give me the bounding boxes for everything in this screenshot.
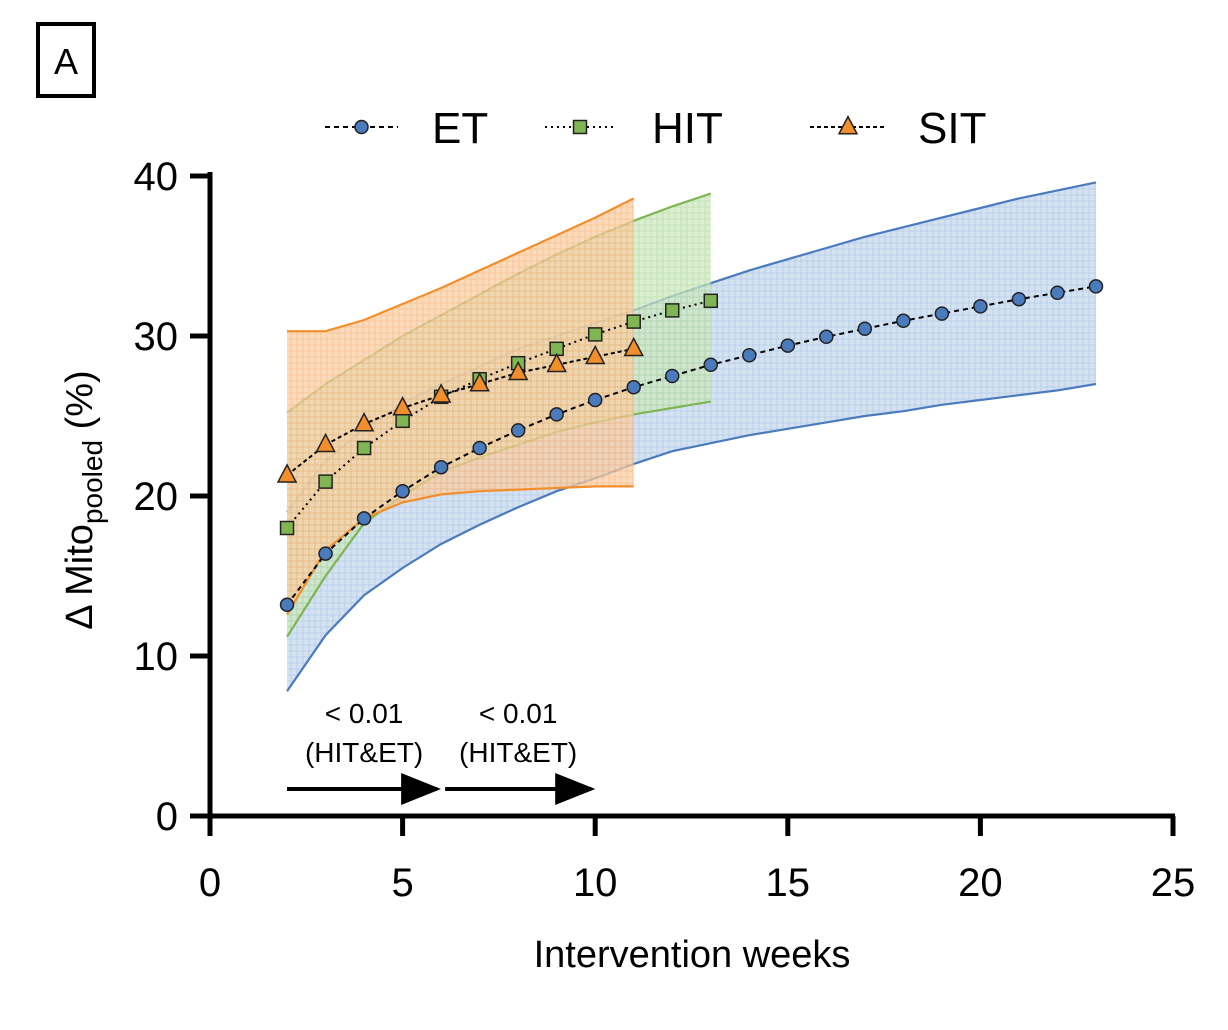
legend-sit-marker bbox=[837, 115, 859, 135]
et-data-point bbox=[587, 392, 603, 408]
legend-item-sit: SIT bbox=[810, 104, 986, 153]
significance-annotation: < 0.01 (HIT&ET) bbox=[287, 698, 442, 805]
sit-data-point bbox=[469, 372, 490, 392]
significance-annotation: < 0.01 (HIT&ET) bbox=[445, 698, 596, 805]
sit-data-point bbox=[392, 396, 413, 416]
x-tick-label: 0 bbox=[199, 861, 221, 905]
et-data-point bbox=[318, 546, 333, 561]
legend-sit-label: SIT bbox=[918, 104, 986, 153]
et-data-point bbox=[780, 338, 796, 353]
x-axis-title: Intervention weeks bbox=[534, 934, 851, 976]
sit-line bbox=[286, 347, 634, 476]
x-tick-label: 25 bbox=[1151, 861, 1196, 905]
x-tick-label: 20 bbox=[958, 861, 1003, 905]
sit-data-point bbox=[315, 432, 336, 453]
sit-data-point bbox=[430, 383, 452, 403]
et-data-point bbox=[356, 511, 372, 526]
et-data-point bbox=[1011, 291, 1027, 307]
sit-points bbox=[276, 336, 644, 483]
y-tick-label: 0 bbox=[156, 795, 178, 839]
legend-item-et: ET bbox=[325, 104, 488, 153]
et-data-point bbox=[703, 357, 719, 373]
et-data-point bbox=[472, 440, 487, 456]
x-tick-label: 15 bbox=[766, 861, 811, 905]
x-tick-label: 5 bbox=[391, 861, 413, 905]
sit-data-point bbox=[623, 336, 644, 357]
y-tick-label: 10 bbox=[134, 635, 179, 679]
et-data-point bbox=[664, 368, 680, 384]
et-points bbox=[279, 279, 1104, 613]
y-tick-label: 30 bbox=[134, 315, 179, 359]
legend-et-label: ET bbox=[432, 104, 488, 153]
et-band-lower-edge bbox=[286, 382, 1097, 692]
y-axis-title-main: Δ Mito bbox=[59, 524, 101, 630]
y-tick-label: 40 bbox=[134, 155, 179, 199]
et-data-point bbox=[279, 597, 295, 613]
sit-band-upper-edge bbox=[287, 197, 635, 333]
et-data-point bbox=[1088, 279, 1104, 294]
hit-data-point bbox=[703, 293, 719, 309]
et-data-point bbox=[742, 347, 757, 363]
legend-item-hit: HIT bbox=[545, 104, 723, 153]
legend: ET HIT SIT bbox=[325, 104, 986, 153]
x-ticks: 0 5 10 15 20 25 bbox=[199, 816, 1195, 905]
y-tick-label: 20 bbox=[134, 475, 179, 519]
et-data-point bbox=[896, 313, 911, 329]
sit-data-point bbox=[546, 352, 567, 373]
confidence-bands bbox=[286, 181, 1097, 692]
sit-data-point bbox=[353, 412, 375, 432]
y-ticks: 0 10 20 30 40 bbox=[134, 155, 210, 839]
hit-data-point bbox=[626, 314, 641, 329]
sit-band-lower-edge bbox=[286, 485, 634, 615]
annotation-pvalue: < 0.01 bbox=[325, 698, 404, 729]
legend-hit-label: HIT bbox=[652, 104, 723, 153]
et-data-point bbox=[549, 407, 564, 422]
y-axis-title: Δ Mitopooled (%) bbox=[59, 370, 108, 629]
et-data-point bbox=[857, 321, 873, 337]
hit-data-point bbox=[279, 520, 295, 536]
significance-annotations: < 0.01 (HIT&ET) < 0.01 (HIT&ET) bbox=[287, 698, 596, 805]
et-data-point bbox=[819, 329, 834, 345]
y-axis-title-subscript: pooled bbox=[77, 440, 108, 524]
et-data-point bbox=[433, 459, 449, 475]
et-confidence-band bbox=[287, 182, 1096, 692]
hit-data-point bbox=[356, 440, 372, 456]
et-data-point bbox=[510, 423, 526, 438]
annotation-pvalue: < 0.01 bbox=[479, 698, 558, 729]
panel-label-text: A bbox=[54, 41, 78, 82]
et-data-point bbox=[973, 299, 988, 314]
sit-data-point bbox=[276, 463, 298, 483]
et-data-point bbox=[626, 379, 641, 395]
y-axis-title-unit: (%) bbox=[59, 370, 101, 440]
x-tick-label: 10 bbox=[573, 861, 618, 905]
legend-et-marker bbox=[354, 119, 369, 135]
hit-points bbox=[279, 293, 719, 536]
series-layer bbox=[276, 279, 1104, 613]
annotation-groups: (HIT&ET) bbox=[459, 737, 577, 768]
et-data-point bbox=[1050, 285, 1065, 301]
hit-data-point bbox=[587, 327, 603, 342]
hit-data-point bbox=[318, 474, 333, 489]
hit-data-point bbox=[664, 303, 680, 318]
sit-data-point bbox=[507, 360, 529, 381]
et-line bbox=[286, 285, 1097, 606]
sit-data-point bbox=[584, 344, 606, 365]
annotation-groups: (HIT&ET) bbox=[305, 737, 423, 768]
legend-hit-marker bbox=[572, 119, 588, 135]
hit-data-point bbox=[395, 413, 410, 429]
et-data-point bbox=[395, 483, 410, 499]
et-data-point bbox=[934, 306, 950, 321]
panel-label: A bbox=[36, 22, 96, 98]
